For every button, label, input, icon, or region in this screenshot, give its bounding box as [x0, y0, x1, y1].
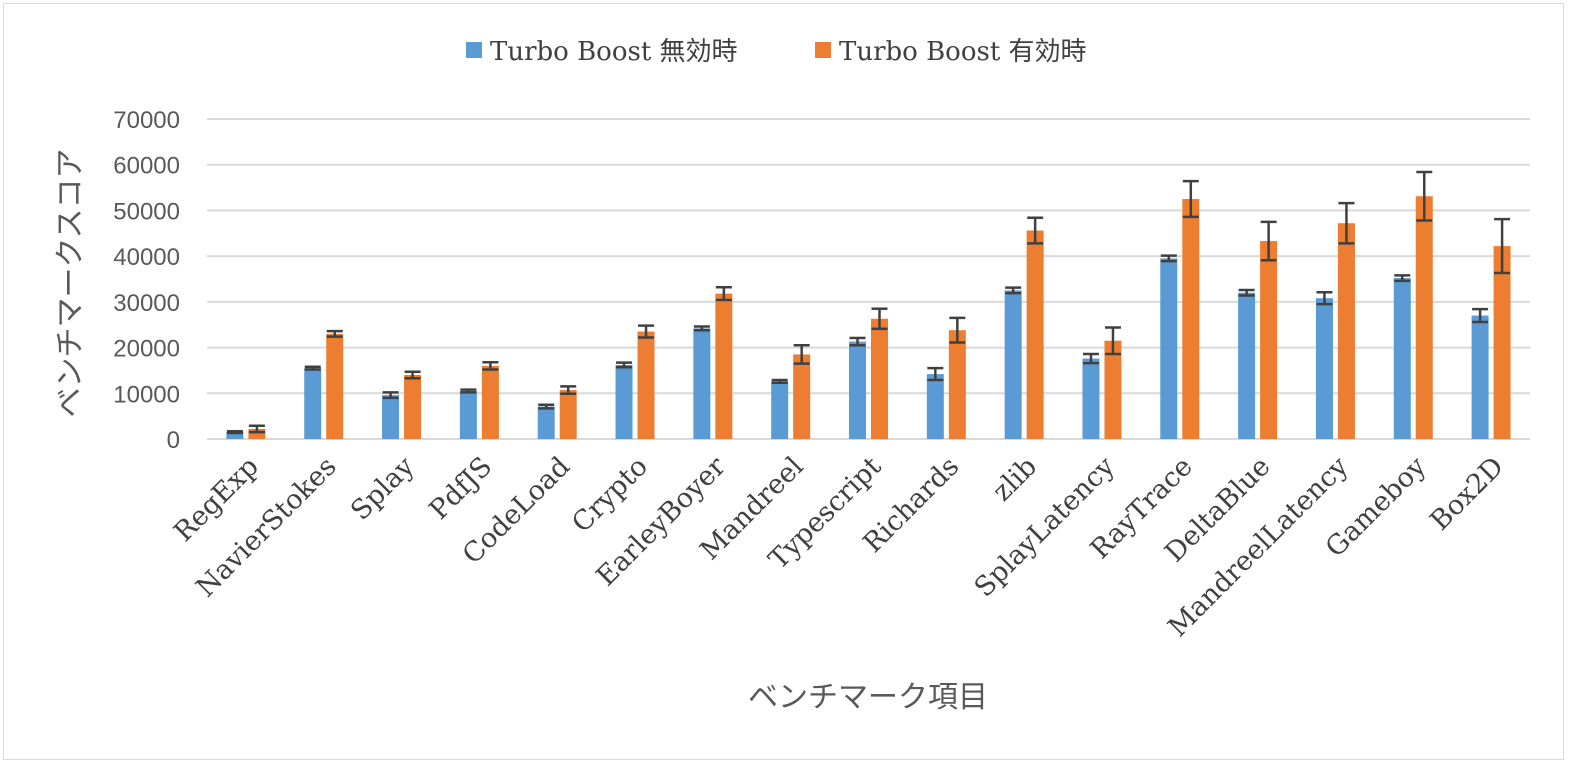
bars: [226, 170, 1511, 439]
bar-on-RayTrace: [1182, 199, 1200, 439]
bar-on-Box2D: [1493, 246, 1511, 439]
bar-on-Richards: [948, 330, 966, 439]
error-bar-off-Richards: [927, 366, 944, 382]
bar-off-SplayLatency: [1082, 358, 1100, 439]
bar-on-NavierStokes: [326, 333, 344, 439]
y-tick-label-20000: 20000: [113, 336, 180, 363]
legend-item-on: Turbo Boost 有効時: [815, 37, 1087, 67]
error-bar-off-NavierStokes: [304, 365, 321, 371]
x-category-label-zlib: zlib: [987, 451, 1043, 507]
error-bar-on-zlib: [1027, 216, 1044, 245]
x-category-label-Box2D: Box2D: [1424, 451, 1510, 537]
error-bar-off-zlib: [1005, 286, 1022, 295]
bar-on-CodeLoad: [559, 390, 577, 439]
error-bar-off-CodeLoad: [538, 403, 555, 410]
error-bar-off-Crypto: [616, 361, 633, 369]
error-bar-on-CodeLoad: [560, 385, 577, 395]
bar-on-zlib: [1026, 230, 1044, 439]
gridlines: [207, 118, 1530, 440]
bar-on-Splay: [404, 375, 422, 439]
bar-off-MandreelLatency: [1315, 298, 1333, 439]
bar-off-CodeLoad: [537, 406, 555, 439]
error-bar-off-Splay: [382, 391, 399, 400]
error-bar-on-EarleyBoyer: [715, 285, 732, 302]
bar-off-Splay: [382, 395, 400, 439]
bar-on-Mandreel: [793, 354, 811, 439]
error-bar-off-Box2D: [1472, 307, 1489, 324]
error-bar-on-PdfJS: [482, 360, 499, 371]
error-bar-off-DeltaBlue: [1238, 288, 1255, 297]
error-bar-on-NavierStokes: [326, 329, 343, 338]
bar-off-RayTrace: [1160, 258, 1178, 439]
y-axis-ticks: 0 10000 20000 30000 40000 50000 60000 70000: [113, 107, 180, 454]
bar-off-DeltaBlue: [1238, 292, 1256, 439]
error-bar-off-Typescript: [849, 336, 866, 347]
y-tick-label-70000: 70000: [113, 107, 180, 134]
bar-off-Box2D: [1471, 315, 1489, 439]
error-bar-on-MandreelLatency: [1338, 201, 1355, 245]
bar-off-PdfJS: [459, 391, 477, 439]
error-bar-on-Richards: [949, 316, 966, 344]
bar-on-Typescript: [871, 318, 888, 439]
legend-swatch-on: [815, 42, 831, 58]
bar-on-EarleyBoyer: [715, 293, 733, 439]
legend-label-on: Turbo Boost 有効時: [839, 37, 1087, 67]
bar-on-PdfJS: [481, 365, 499, 439]
bar-on-DeltaBlue: [1260, 241, 1278, 439]
x-axis-title: ベンチマーク項目: [748, 680, 988, 715]
error-bar-on-Gameboy: [1416, 170, 1433, 222]
bar-on-MandreelLatency: [1337, 223, 1355, 439]
bar-off-Crypto: [615, 364, 633, 439]
legend-item-off: Turbo Boost 無効時: [466, 37, 738, 67]
bar-off-zlib: [1004, 290, 1022, 439]
error-bar-off-Mandreel: [771, 378, 788, 385]
error-bar-off-RayTrace: [1160, 254, 1177, 263]
bar-on-SplayLatency: [1104, 340, 1122, 439]
x-category-label-PdfJS: PdfJS: [424, 451, 499, 526]
y-tick-label-0: 0: [167, 427, 180, 454]
error-bar-on-Box2D: [1494, 217, 1511, 275]
legend-label-off: Turbo Boost 無効時: [490, 37, 738, 67]
y-tick-label-40000: 40000: [113, 244, 180, 271]
bar-off-Mandreel: [771, 381, 789, 439]
y-tick-label-50000: 50000: [113, 198, 180, 225]
bar-off-Richards: [926, 374, 944, 439]
y-tick-label-60000: 60000: [113, 153, 180, 180]
bar-off-EarleyBoyer: [693, 328, 711, 439]
error-bar-off-MandreelLatency: [1316, 291, 1333, 306]
legend: Turbo Boost 無効時 Turbo Boost 有効時: [466, 37, 1087, 67]
bar-on-RegExp: [248, 428, 266, 439]
bar-off-Gameboy: [1393, 278, 1411, 439]
error-bar-on-DeltaBlue: [1260, 220, 1277, 262]
error-bar-on-Mandreel: [793, 344, 810, 365]
bar-on-Gameboy: [1415, 196, 1433, 439]
error-bar-on-RayTrace: [1182, 179, 1199, 219]
error-bar-on-Splay: [404, 370, 421, 380]
y-tick-label-10000: 10000: [113, 381, 180, 408]
y-tick-label-30000: 30000: [113, 290, 180, 317]
error-bar-off-Gameboy: [1394, 274, 1411, 283]
bar-on-Crypto: [637, 331, 655, 439]
error-bar-on-RegExp: [248, 424, 265, 434]
error-bar-on-Typescript: [871, 307, 888, 331]
bar-off-Typescript: [849, 341, 866, 439]
legend-swatch-off: [466, 42, 482, 58]
error-bar-on-Crypto: [638, 324, 655, 339]
x-category-label-NavierStokes: NavierStokes: [190, 451, 342, 603]
error-bar-off-PdfJS: [460, 388, 477, 394]
error-bar-off-EarleyBoyer: [693, 325, 710, 332]
bar-off-NavierStokes: [304, 368, 322, 439]
bar-off-RegExp: [226, 432, 244, 439]
y-axis-title: ベンチマークスコア: [53, 148, 88, 417]
error-bar-off-SplayLatency: [1082, 352, 1099, 365]
error-bar-on-SplayLatency: [1104, 326, 1121, 356]
x-category-label-SplayLatency: SplayLatency: [969, 451, 1122, 604]
error-bar-off-RegExp: [226, 429, 243, 435]
x-category-label-Splay: Splay: [345, 451, 421, 527]
